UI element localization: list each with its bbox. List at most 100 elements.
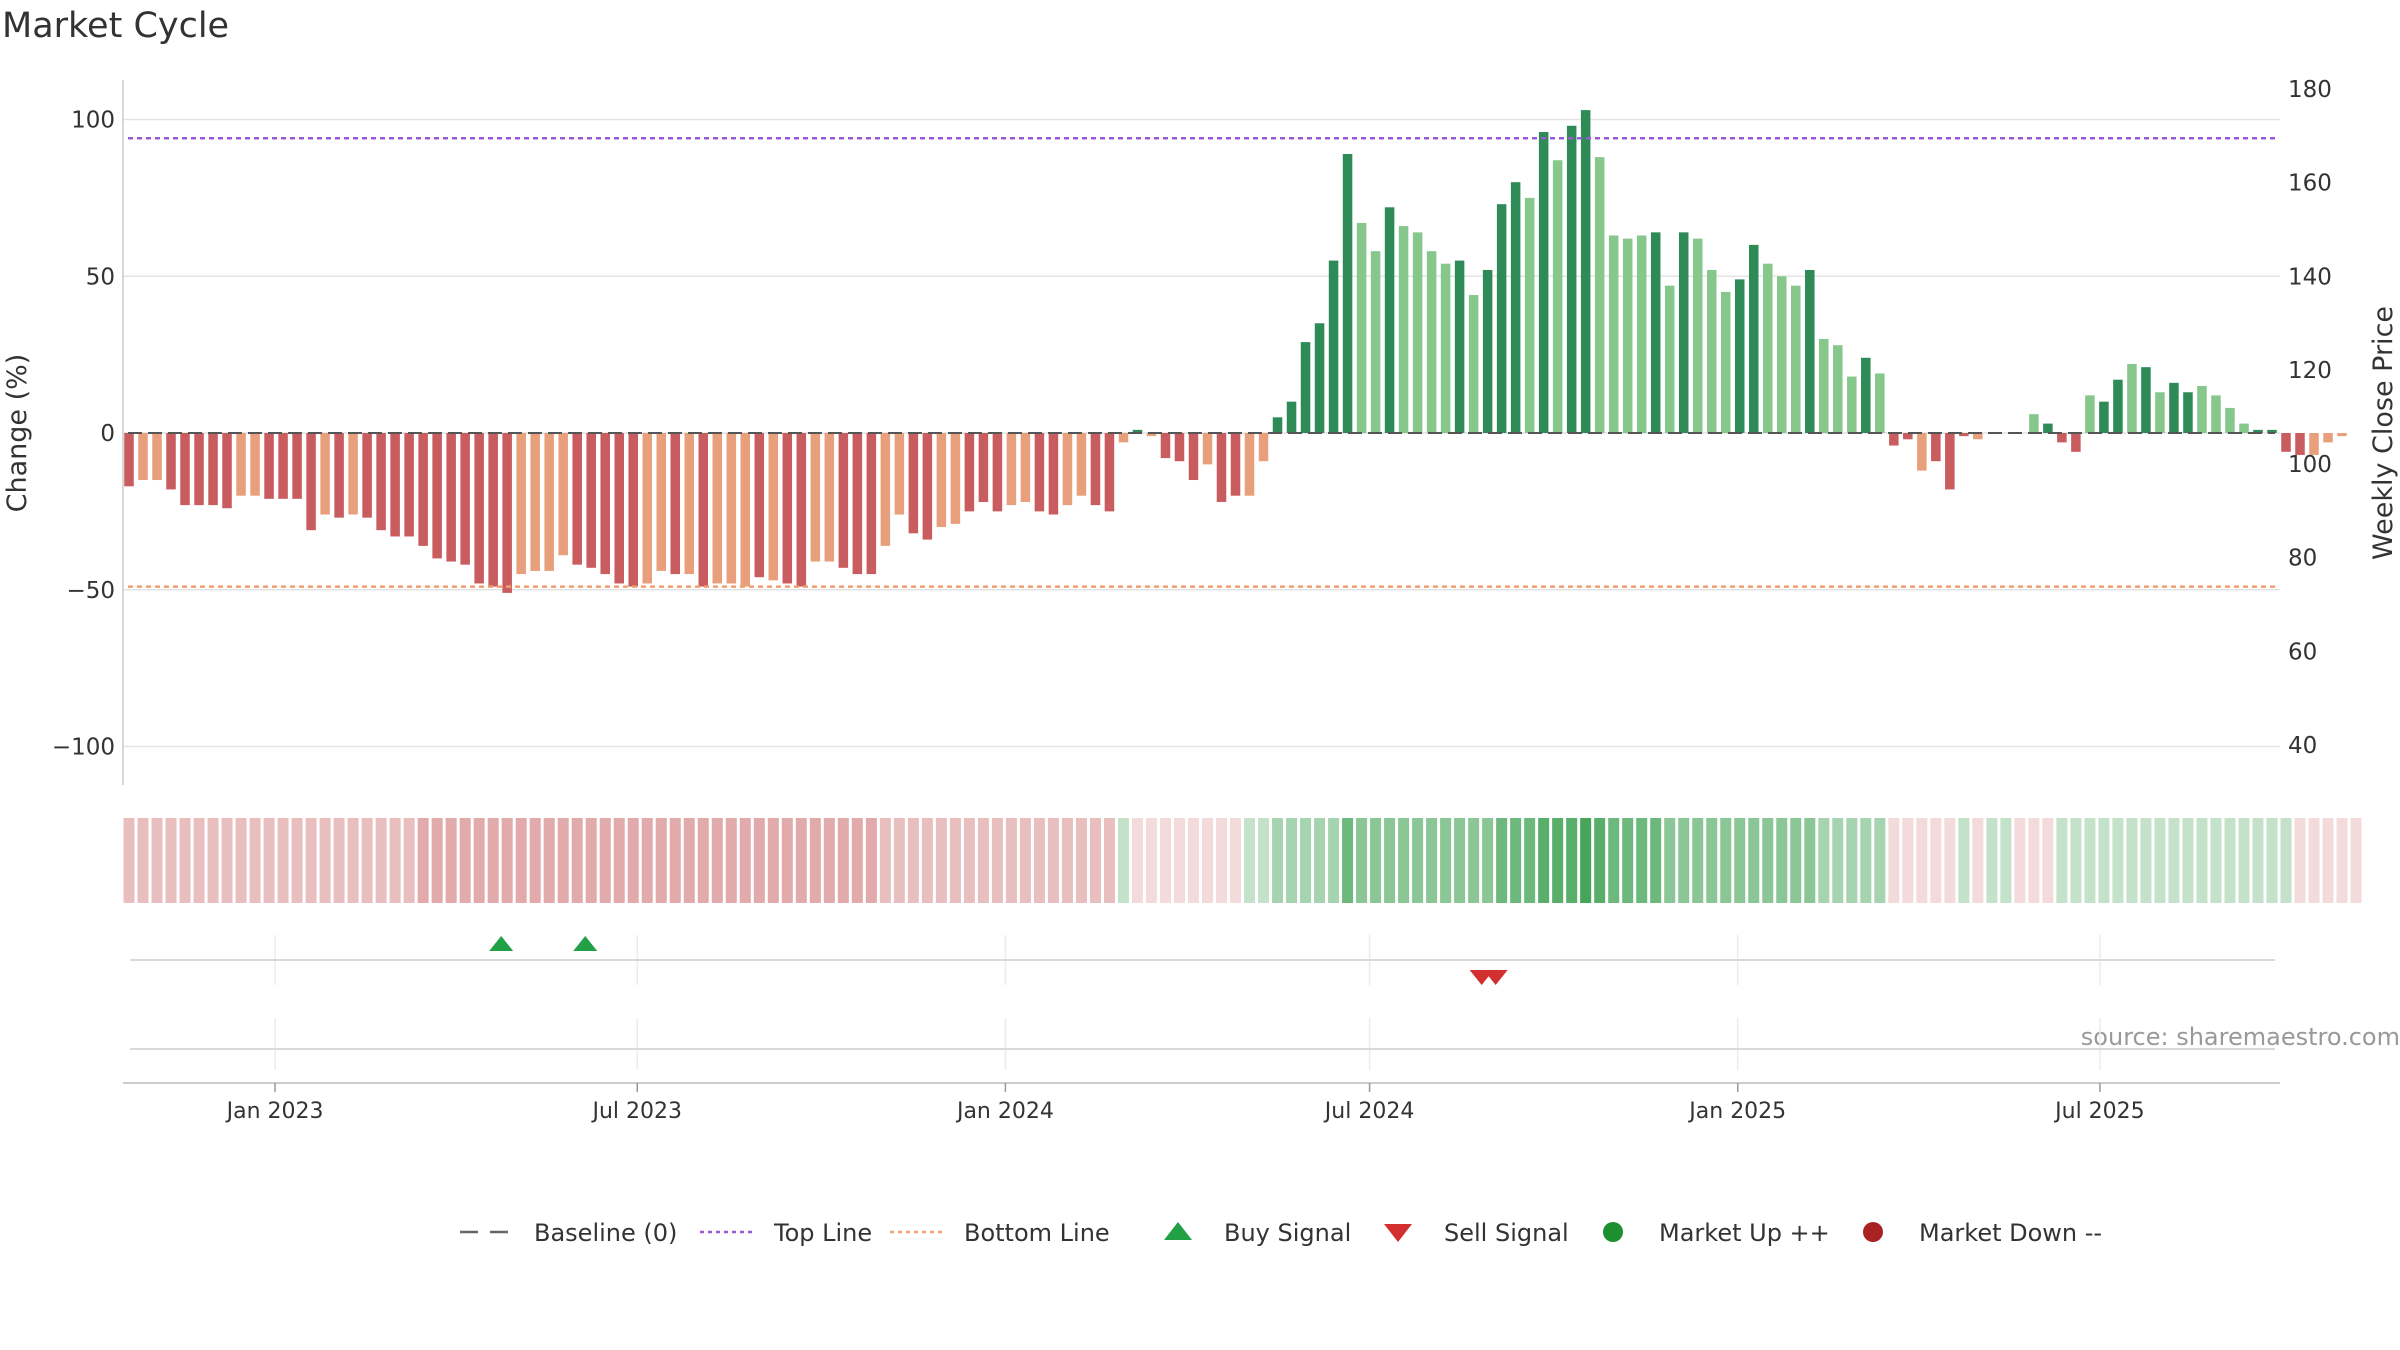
- bar: [740, 433, 751, 587]
- regime-cell: [2028, 818, 2040, 903]
- bar: [712, 433, 723, 584]
- bar: [922, 433, 933, 540]
- bar: [432, 433, 442, 559]
- bar: [180, 433, 190, 506]
- bar: [838, 433, 849, 568]
- regime-cell: [1103, 818, 1115, 903]
- bar: [2253, 429, 2263, 433]
- bar: [1875, 373, 1885, 433]
- legend-label: Bottom Line: [964, 1219, 1110, 1247]
- bar: [320, 433, 330, 515]
- regime-cell: [1678, 818, 1690, 903]
- regime-cell: [2112, 818, 2124, 903]
- bar: [390, 433, 400, 537]
- bar: [1412, 232, 1423, 433]
- bar: [1314, 323, 1325, 433]
- bar: [1917, 433, 1927, 471]
- bar: [2043, 423, 2053, 433]
- y-tick-label-left: 0: [100, 421, 115, 447]
- regime-cell: [1818, 818, 1830, 903]
- bar: [1622, 238, 1633, 433]
- regime-cell: [1748, 818, 1760, 903]
- bar: [2267, 429, 2277, 433]
- regime-cell: [1300, 818, 1312, 903]
- bar: [2127, 364, 2137, 433]
- regime-cell: [221, 818, 233, 903]
- y-tick-label-right: 40: [2288, 733, 2317, 759]
- bar: [1819, 338, 1829, 433]
- bar: [376, 433, 386, 531]
- y-tick-label-right: 180: [2288, 77, 2332, 103]
- bar: [1538, 132, 1549, 434]
- regime-cell: [1075, 818, 1087, 903]
- regime-cell: [2168, 818, 2180, 903]
- bar: [2099, 401, 2109, 433]
- regime-cell: [1356, 818, 1368, 903]
- regime-cell: [1159, 818, 1171, 903]
- x-tick-label: Jan 2024: [955, 1099, 1054, 1124]
- regime-cell: [1664, 818, 1676, 903]
- bar: [880, 433, 891, 546]
- regime-cell: [1244, 818, 1256, 903]
- bar: [1090, 433, 1101, 506]
- bar: [656, 433, 666, 571]
- regime-cell: [1524, 818, 1536, 903]
- regime-cell: [1468, 818, 1480, 903]
- bar: [516, 433, 526, 575]
- regime-cell: [2098, 818, 2110, 903]
- regime-cell: [137, 818, 149, 903]
- bar: [796, 433, 807, 587]
- bar: [2323, 433, 2333, 443]
- regime-cell: [543, 818, 555, 903]
- regime-cell: [851, 818, 863, 903]
- bar: [866, 433, 877, 575]
- regime-cell: [935, 818, 947, 903]
- bar: [894, 433, 905, 515]
- regime-cell: [1888, 818, 1900, 903]
- bar: [1931, 433, 1941, 462]
- y-tick-label-right: 80: [2288, 546, 2317, 572]
- regime-cell: [1258, 818, 1270, 903]
- bar: [236, 433, 246, 496]
- bar: [2211, 395, 2221, 433]
- regime-cell: [2294, 818, 2306, 903]
- bar: [1356, 222, 1367, 433]
- regime-cell: [1972, 818, 1984, 903]
- regime-cell: [1216, 818, 1228, 903]
- bar: [1692, 238, 1703, 433]
- bar: [726, 433, 737, 584]
- regime-cell: [431, 818, 443, 903]
- bar: [2197, 385, 2207, 433]
- regime-cell: [1832, 818, 1844, 903]
- regime-cell: [2126, 818, 2138, 903]
- regime-cell: [1145, 818, 1157, 903]
- regime-cell: [2182, 818, 2194, 903]
- regime-cell: [529, 818, 541, 903]
- bar: [698, 433, 709, 587]
- bar: [1062, 433, 1073, 506]
- bar: [1398, 226, 1409, 433]
- regime-cell: [1622, 818, 1634, 903]
- bar: [1426, 251, 1437, 433]
- bar: [2169, 382, 2179, 433]
- regime-cell: [263, 818, 275, 903]
- bar: [1286, 401, 1297, 433]
- bar: [1496, 204, 1507, 433]
- regime-cell: [1033, 818, 1045, 903]
- y-tick-label-left: −100: [52, 735, 115, 761]
- bar: [1258, 433, 1269, 462]
- regime-cell: [1650, 818, 1662, 903]
- regime-cell: [1272, 818, 1284, 903]
- bar: [1636, 235, 1647, 433]
- bar: [1552, 160, 1563, 433]
- regime-cell: [1580, 818, 1592, 903]
- legend-label: Market Up ++: [1659, 1219, 1830, 1247]
- regime-cell: [235, 818, 247, 903]
- bar: [908, 433, 919, 534]
- regime-cell: [1860, 818, 1872, 903]
- regime-cell: [1131, 818, 1143, 903]
- bar: [1342, 153, 1353, 434]
- bar: [1118, 433, 1129, 443]
